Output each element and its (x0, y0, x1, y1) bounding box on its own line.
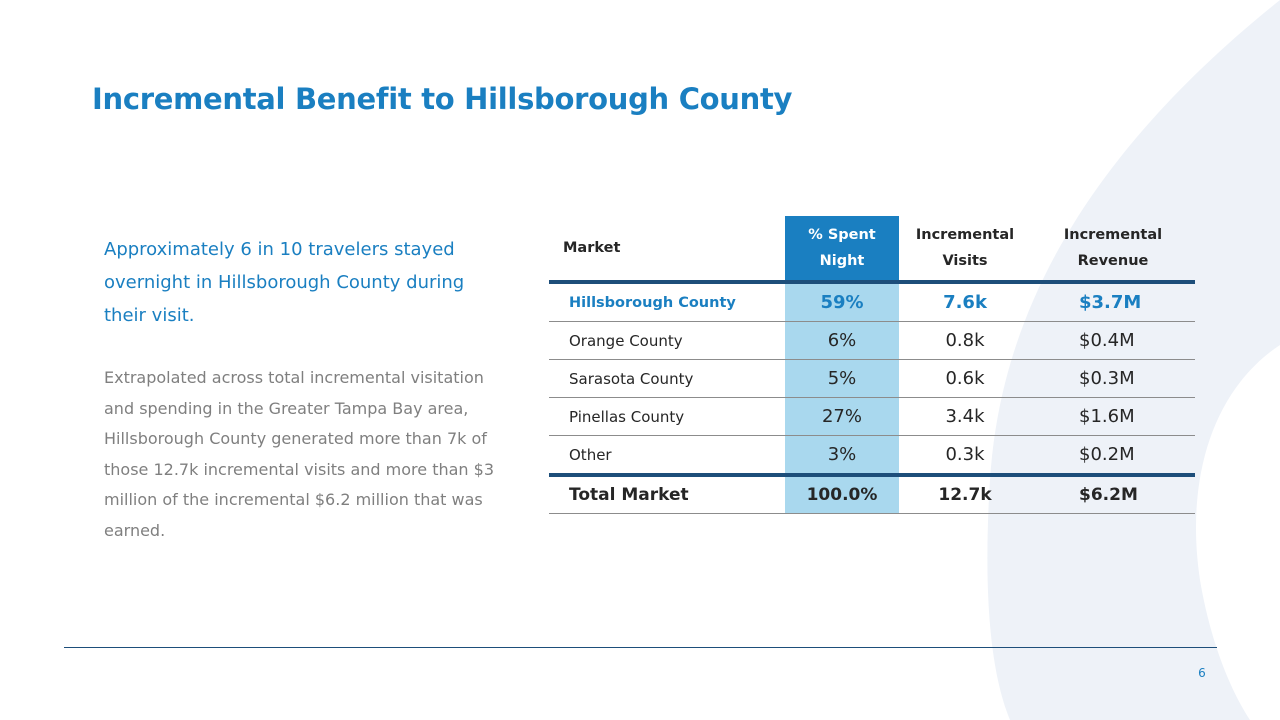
cell-total-spent-night: 100.0% (785, 475, 899, 514)
cell-market: Other (549, 435, 785, 476)
market-table-container: Market % Spent Night Incremental Visits … (549, 216, 1195, 514)
cell-revenue: $1.6M (1031, 397, 1195, 436)
header-spent-night: % Spent Night (785, 216, 899, 282)
cell-visits: 0.3k (899, 435, 1031, 476)
cell-spent-night: 59% (785, 282, 899, 322)
cell-spent-night: 5% (785, 359, 899, 398)
cell-total-revenue: $6.2M (1031, 475, 1195, 514)
page-number: 6 (1198, 666, 1206, 680)
cell-spent-night: 27% (785, 397, 899, 436)
lead-paragraph: Approximately 6 in 10 travelers stayed o… (104, 239, 465, 326)
header-incremental-revenue: Incremental Revenue (1063, 227, 1163, 269)
cell-spent-night: 6% (785, 321, 899, 360)
table-row: Orange County 6% 0.8k $0.4M (549, 321, 1195, 360)
header-incremental-visits: Incremental Visits (915, 227, 1015, 269)
cell-total-market: Total Market (549, 475, 785, 514)
cell-visits: 0.6k (899, 359, 1031, 398)
cell-revenue: $0.2M (1031, 435, 1195, 476)
cell-revenue: $0.3M (1031, 359, 1195, 398)
cell-visits: 0.8k (899, 321, 1031, 360)
cell-market: Sarasota County (549, 359, 785, 398)
cell-visits: 7.6k (899, 282, 1031, 322)
cell-spent-night: 3% (785, 435, 899, 476)
cell-total-visits: 12.7k (899, 475, 1031, 514)
cell-revenue: $3.7M (1031, 282, 1195, 322)
page-title: Incremental Benefit to Hillsborough Coun… (92, 82, 793, 116)
market-table: Market % Spent Night Incremental Visits … (549, 216, 1195, 514)
header-market: Market (563, 240, 621, 256)
cell-revenue: $0.4M (1031, 321, 1195, 360)
table-total-row: Total Market 100.0% 12.7k $6.2M (549, 475, 1195, 514)
table-row: Other 3% 0.3k $0.2M (549, 435, 1195, 476)
table-row: Pinellas County 27% 3.4k $1.6M (549, 397, 1195, 436)
table-row: Sarasota County 5% 0.6k $0.3M (549, 359, 1195, 398)
table-header-row: Market % Spent Night Incremental Visits … (549, 216, 1195, 282)
cell-visits: 3.4k (899, 397, 1031, 436)
body-paragraph: Extrapolated across total incremental vi… (104, 368, 494, 540)
cell-market: Orange County (549, 321, 785, 360)
table-row: Hillsborough County 59% 7.6k $3.7M (549, 282, 1195, 322)
cell-market: Pinellas County (549, 397, 785, 436)
cell-market: Hillsborough County (549, 282, 785, 322)
footer-divider (64, 647, 1217, 648)
